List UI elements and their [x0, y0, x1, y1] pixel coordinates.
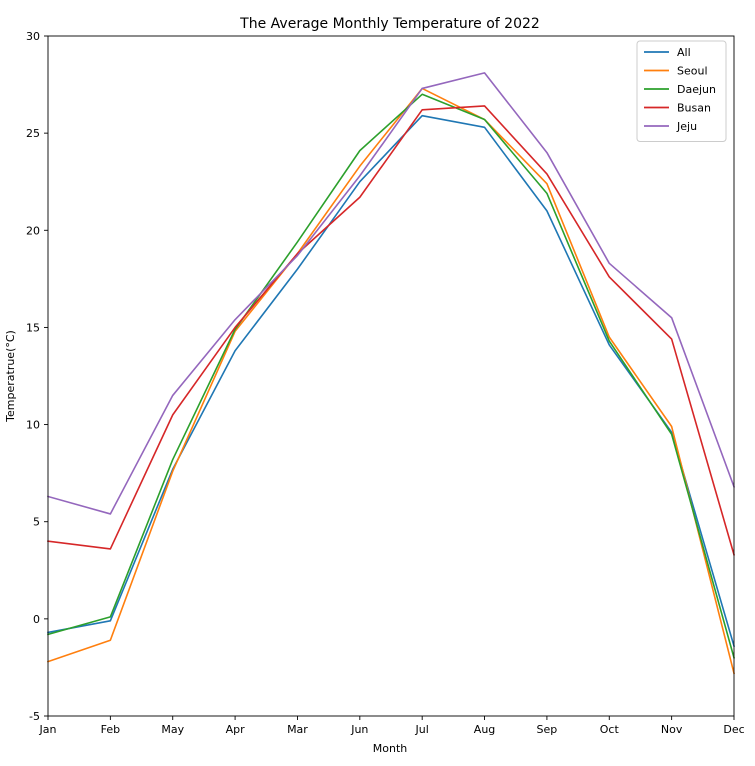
x-tick-label: Jan — [39, 723, 57, 736]
y-tick-label: 10 — [26, 419, 40, 432]
y-tick-label: -5 — [29, 710, 40, 723]
legend-label-jeju: Jeju — [676, 120, 697, 133]
y-tick-label: 5 — [33, 516, 40, 529]
y-tick-label: 30 — [26, 30, 40, 43]
series-line-seoul — [46, 87, 735, 675]
x-tick-label: Dec — [723, 723, 744, 736]
plot-frame — [47, 35, 735, 717]
chart-title: The Average Monthly Temperature of 2022 — [239, 16, 540, 32]
x-tick-label: May — [161, 723, 184, 736]
series-line-jeju — [47, 72, 736, 515]
legend-label-seoul: Seoul — [677, 65, 708, 78]
series-line-all — [47, 114, 735, 648]
x-tick-label: Oct — [600, 723, 620, 736]
legend-label-busan: Busan — [677, 102, 711, 115]
series-layer — [46, 72, 736, 675]
y-tick-label: 15 — [26, 321, 40, 334]
y-tick-label: 0 — [33, 613, 40, 626]
x-axis-title: Month — [373, 742, 408, 755]
x-tick-label: Sep — [537, 723, 558, 736]
legend-label-all: All — [677, 46, 691, 59]
x-tick-label: Jun — [350, 723, 368, 736]
series-line-daejun — [47, 93, 735, 659]
x-tick-label: Aug — [474, 723, 495, 736]
x-tick-label: Mar — [287, 723, 308, 736]
axes-layer: -5 0 5 10 15 20 25 30 Jan Feb May Apr Mar Jun Jul Aug Se… — [26, 30, 745, 736]
x-tick-label: Apr — [226, 723, 246, 736]
y-tick-label: 20 — [26, 224, 40, 237]
x-tick-label: Nov — [661, 723, 683, 736]
legend: All Seoul Daejun Busan Jeju — [636, 40, 727, 142]
y-tick-label: 25 — [26, 127, 40, 140]
series-line-busan — [47, 105, 735, 556]
legend-box — [636, 40, 727, 142]
x-tick-label: Jul — [415, 723, 429, 736]
x-tick-label: Feb — [101, 723, 120, 736]
legend-label-daejun: Daejun — [677, 83, 716, 96]
y-axis-title: Temperatrue(°C) — [4, 330, 17, 423]
